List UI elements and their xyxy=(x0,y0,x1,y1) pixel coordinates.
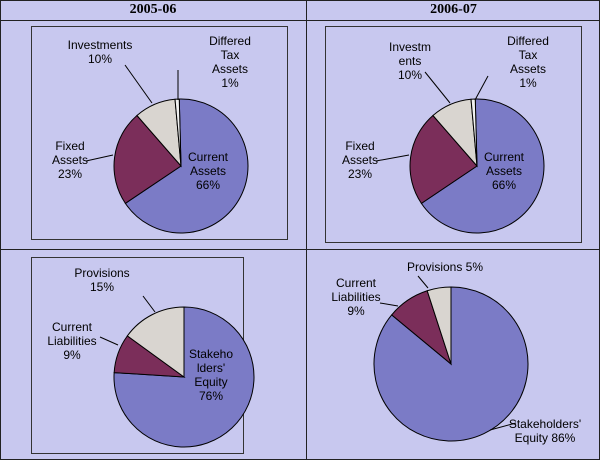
slice-label-differed-tax-assets: Differed Tax Assets 1% xyxy=(209,34,251,90)
slice-label-provisions: Provisions 5% xyxy=(406,260,484,274)
leader-line xyxy=(379,302,399,307)
slice-label-investments: Investments 10% xyxy=(67,38,133,66)
leader-line xyxy=(124,64,153,104)
pie-slice-differed-tax-assets xyxy=(174,98,182,167)
slice-label-current-liabilities: Current Liabilities 9% xyxy=(331,276,381,318)
slice-label-provisions: Provisions 15% xyxy=(74,266,130,294)
slice-label-investments: Investm ents 10% xyxy=(388,40,431,82)
slice-label-current-liabilities: Current Liabilities 9% xyxy=(47,320,97,362)
pie-slice-fixed-assets xyxy=(409,114,478,205)
pie-slice-provisions xyxy=(426,286,452,365)
pie-slice-current-assets xyxy=(124,98,249,234)
pie-slice-fixed-assets xyxy=(113,114,182,205)
leader-line xyxy=(375,154,410,162)
column-divider xyxy=(306,0,307,460)
slice-label-stakeholders-equity: Stakeholders' Equity 86% xyxy=(508,417,582,445)
slice-label-current-assets: Current Assets 66% xyxy=(187,150,228,192)
leader-line xyxy=(489,422,517,431)
slice-label-fixed-assets: Fixed Assets 23% xyxy=(341,139,378,181)
slice-label-differed-tax-assets: Differed Tax Assets 1% xyxy=(507,34,549,90)
row-divider xyxy=(0,249,600,250)
slice-label-fixed-assets: Fixed Assets 23% xyxy=(51,139,88,181)
pie-slice-provisions xyxy=(126,306,185,378)
leader-line xyxy=(142,295,156,313)
leader-line xyxy=(424,71,451,104)
slice-label-stakeholders-equity: Stakeho lders' Equity 76% xyxy=(188,347,234,403)
leader-line xyxy=(417,275,429,289)
leader-line xyxy=(474,75,489,101)
header-divider xyxy=(0,20,600,21)
pie-slice-current-assets xyxy=(420,98,545,234)
leader-line xyxy=(85,154,114,162)
leader-line xyxy=(99,336,119,346)
slice-label-current-assets: Current Assets 66% xyxy=(483,150,524,192)
column-header-2005-06: 2005-06 xyxy=(129,2,177,17)
column-header-2006-07: 2006-07 xyxy=(430,2,477,17)
